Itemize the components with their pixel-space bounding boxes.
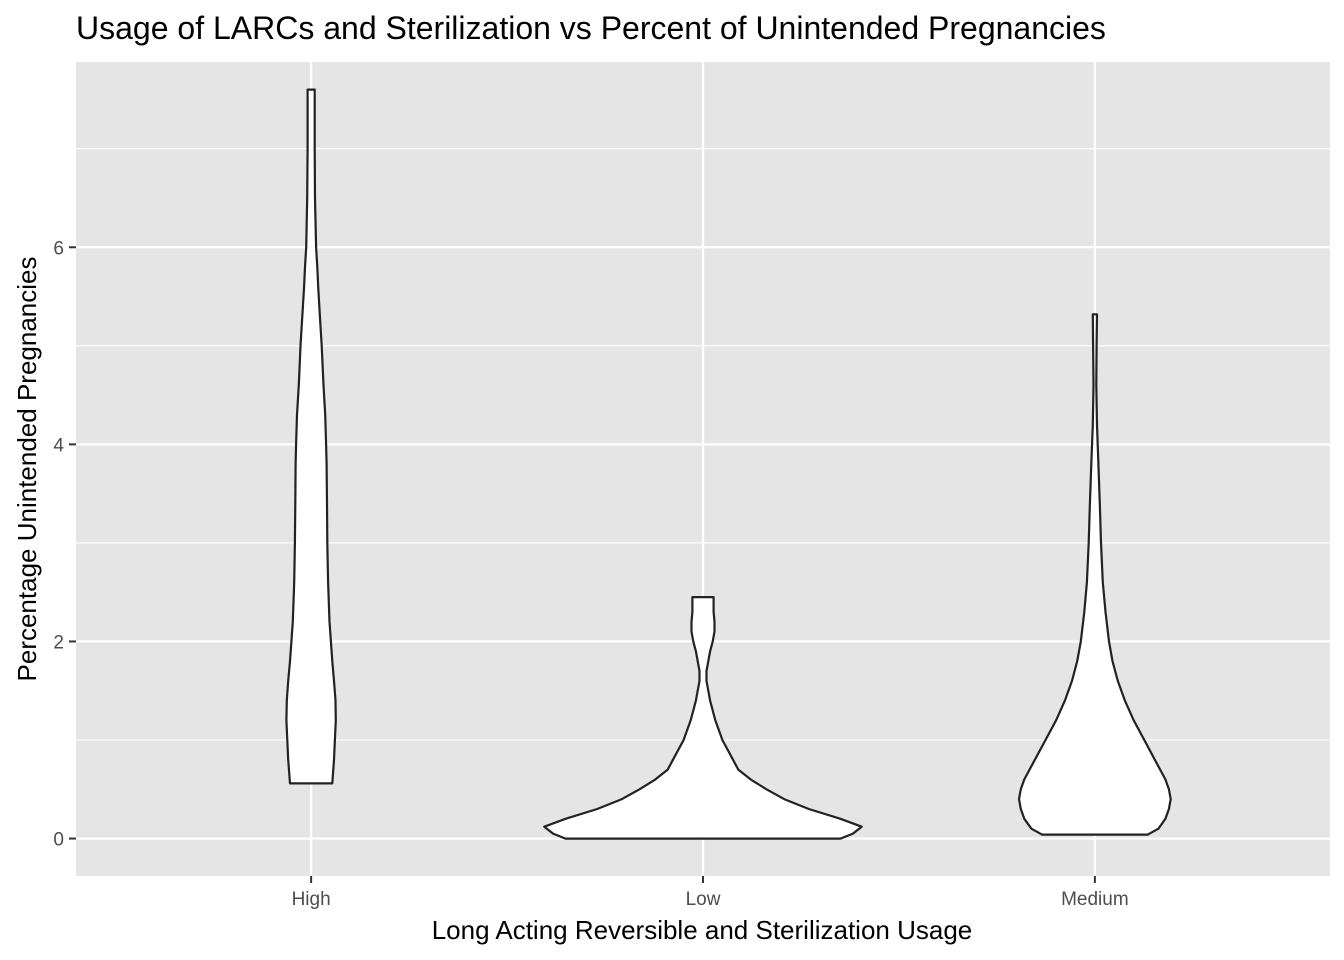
y-tick-label: 4	[53, 435, 64, 456]
chart-title: Usage of LARCs and Sterilization vs Perc…	[76, 10, 1106, 46]
violins	[285, 88, 1172, 840]
x-tick-label: High	[292, 889, 331, 910]
x-tick-label: Medium	[1061, 889, 1129, 910]
y-tick-label: 2	[53, 632, 64, 653]
x-axis: High Low Medium	[292, 876, 1129, 910]
y-tick-label: 0	[53, 830, 64, 851]
x-axis-title: Long Acting Reversible and Sterilization…	[432, 915, 973, 945]
violin-low	[543, 596, 863, 840]
violin-medium	[1017, 313, 1172, 836]
x-tick-label: Low	[686, 889, 721, 910]
y-axis-title: Percentage Unintended Pregnancies	[12, 257, 42, 682]
y-tick-label: 6	[53, 238, 64, 259]
y-axis: 0 2 4 6	[53, 238, 76, 851]
violin-high	[285, 88, 337, 785]
